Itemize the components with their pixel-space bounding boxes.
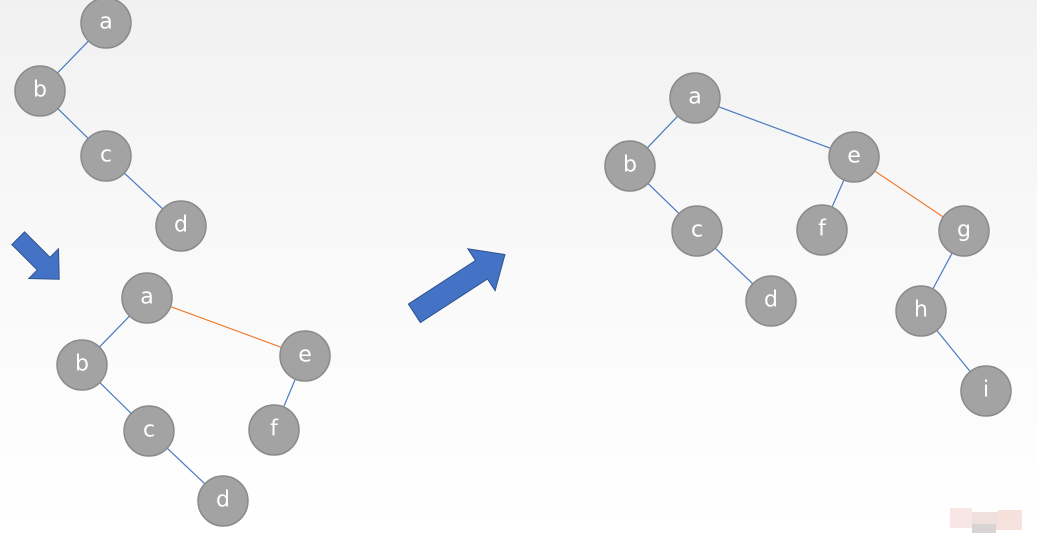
node-label: d: [764, 288, 778, 313]
tree-step-2-edges: [98, 306, 296, 485]
node-circle: [279, 330, 331, 382]
node-circle: [248, 404, 300, 456]
node-circle: [796, 204, 848, 256]
node-circle: [155, 200, 207, 252]
node-circle: [604, 140, 656, 192]
tree-step-3-edges: [646, 106, 971, 372]
edge-h-i: [936, 330, 971, 372]
node-label: c: [100, 143, 112, 168]
node-circle: [56, 339, 108, 391]
edge-e-f: [283, 378, 296, 408]
node-circle: [80, 0, 132, 49]
node-label: b: [33, 78, 47, 103]
node-circle: [14, 65, 66, 117]
node-circle: [669, 72, 721, 124]
node-label: c: [143, 418, 155, 443]
edge-a-b: [98, 315, 131, 348]
edge-a-e: [718, 106, 831, 149]
node-label: d: [174, 213, 188, 238]
node-f: f: [796, 204, 848, 256]
watermark: [950, 508, 1022, 533]
edge-a-b: [646, 115, 679, 149]
node-label: b: [623, 153, 637, 178]
node-a: a: [121, 272, 173, 324]
node-d: d: [155, 200, 207, 252]
node-circle: [828, 131, 880, 183]
node-label: b: [75, 352, 89, 377]
node-label: a: [99, 10, 112, 35]
node-circle: [80, 130, 132, 182]
edge-e-f: [831, 179, 845, 208]
edges-layer: [56, 40, 971, 485]
edge-a-b: [56, 40, 90, 74]
node-circle: [938, 205, 990, 257]
node-c: c: [671, 205, 723, 257]
node-label: g: [957, 218, 971, 243]
node-circle: [123, 405, 175, 457]
edge-c-d: [714, 247, 754, 285]
node-e: e: [828, 131, 880, 183]
node-b: b: [604, 140, 656, 192]
node-circle: [671, 205, 723, 257]
edge-e-g: [874, 170, 944, 218]
node-e: e: [279, 330, 331, 382]
arrow-up-right-icon: [407, 248, 506, 324]
node-a: a: [669, 72, 721, 124]
node-g: g: [938, 205, 990, 257]
node-label: e: [298, 343, 312, 368]
node-circle: [960, 365, 1012, 417]
node-b: b: [56, 339, 108, 391]
edge-b-c: [647, 182, 680, 215]
edge-b-c: [57, 108, 89, 139]
node-i: i: [960, 365, 1012, 417]
node-h: h: [895, 285, 947, 337]
node-label: f: [270, 417, 279, 442]
node-circle: [121, 272, 173, 324]
node-label: f: [818, 217, 827, 242]
node-label: h: [914, 298, 928, 323]
edge-c-d: [166, 447, 206, 485]
arrow-down-right-icon: [11, 231, 60, 280]
tree-step-2-nodes: a b c d e f: [56, 272, 331, 527]
node-label: a: [140, 285, 153, 310]
node-a: a: [80, 0, 132, 49]
edge-b-c: [99, 382, 132, 414]
tree-step-1-edges: [56, 40, 164, 210]
node-d: d: [745, 275, 797, 327]
node-d: d: [197, 475, 249, 527]
node-circle: [895, 285, 947, 337]
node-c: c: [80, 130, 132, 182]
edge-a-e: [170, 306, 282, 348]
node-c: c: [123, 405, 175, 457]
node-circle: [197, 475, 249, 527]
node-b: b: [14, 65, 66, 117]
node-label: e: [847, 144, 861, 169]
tree-step-3-nodes: a b c d e f g h i: [604, 72, 1012, 417]
node-label: d: [216, 488, 230, 513]
tree-step-1-nodes: a b c d: [14, 0, 207, 252]
node-circle: [745, 275, 797, 327]
edge-c-d: [123, 172, 164, 210]
node-label: a: [688, 85, 701, 110]
nodes-layer: a b c d a b c d e f a b c d e f g h i: [14, 0, 1012, 527]
edge-g-h: [932, 252, 953, 290]
node-label: c: [691, 218, 703, 243]
node-f: f: [248, 404, 300, 456]
node-label: i: [983, 378, 989, 403]
